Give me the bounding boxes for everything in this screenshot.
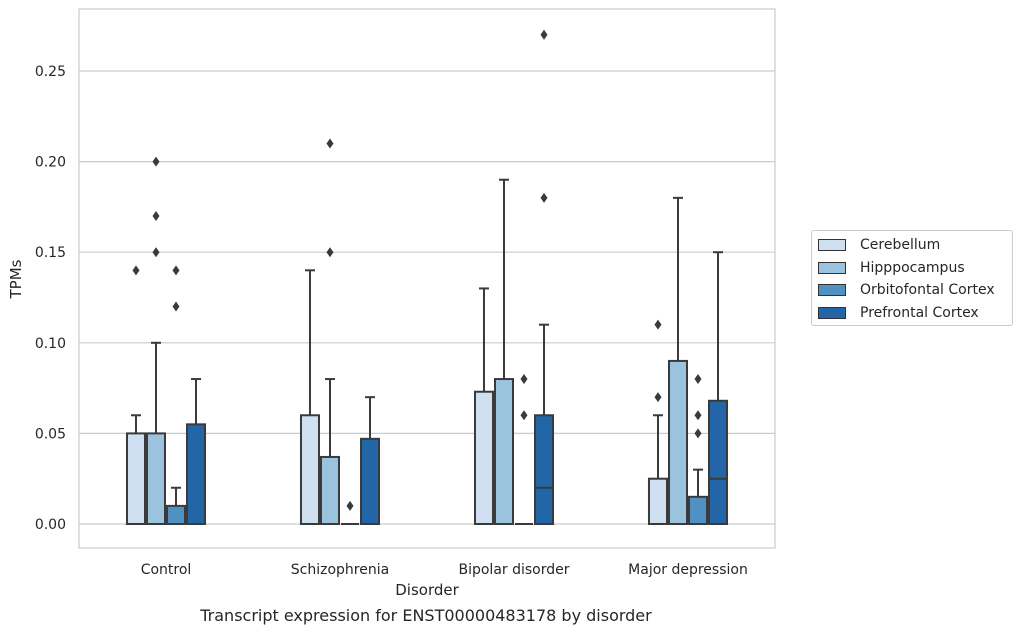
box xyxy=(360,437,381,525)
legend-item-prefrontal: Prefrontal Cortex xyxy=(818,304,979,322)
outlier-point xyxy=(346,500,354,511)
box xyxy=(299,414,320,525)
outlier-point xyxy=(172,265,180,276)
boxes xyxy=(125,29,729,526)
outlier-point xyxy=(172,301,180,312)
y-tick-label: 0.10 xyxy=(35,336,66,352)
box xyxy=(166,504,187,526)
legend-item-cerebellum: Cerebellum xyxy=(818,236,940,254)
legend-swatch-prefrontal xyxy=(818,307,846,319)
y-tick-label: 0.05 xyxy=(35,426,66,442)
box xyxy=(125,432,146,525)
box-3-3 xyxy=(708,251,729,525)
legend-item-hippocampus: Hipppocampus xyxy=(818,259,965,277)
outlier-point xyxy=(326,247,334,258)
box-2-0 xyxy=(166,265,187,526)
outlier-point xyxy=(540,192,548,203)
box-1-0 xyxy=(145,156,167,525)
box-0-2 xyxy=(473,287,494,525)
outlier-point xyxy=(694,374,702,385)
outlier-point xyxy=(520,374,528,385)
box xyxy=(319,455,340,525)
x-tick-labels: Control Schizophrenia Bipolar disorder Majo… xyxy=(141,562,748,578)
outlier-point xyxy=(152,247,160,258)
legend-label: Cerebellum xyxy=(860,237,941,253)
box-0-1 xyxy=(299,269,320,525)
x-axis-label: Disorder xyxy=(395,581,459,599)
box-2-3 xyxy=(688,374,709,526)
outlier-point xyxy=(132,265,140,276)
box xyxy=(708,399,729,525)
outlier-point xyxy=(654,392,662,403)
outlier-point xyxy=(540,29,548,40)
box xyxy=(647,477,668,526)
box xyxy=(493,378,514,526)
outlier-point xyxy=(694,428,702,439)
y-tick-label: 0.25 xyxy=(35,64,66,80)
y-tick-label: 0.00 xyxy=(35,517,66,533)
y-tick-labels: 0.00 0.05 0.10 0.15 0.20 0.25 xyxy=(35,64,66,533)
box-1-3 xyxy=(667,196,688,526)
outlier-point xyxy=(326,138,334,149)
box-1-2 xyxy=(493,178,514,526)
chart-title: Transcript expression for ENST0000048317… xyxy=(200,606,652,625)
outlier-point xyxy=(152,210,160,221)
outlier-point xyxy=(520,410,528,421)
outlier-point xyxy=(694,410,702,421)
box-2-2 xyxy=(515,374,534,525)
legend-swatch-hippocampus xyxy=(818,262,846,274)
box-3-0 xyxy=(186,378,207,525)
legend: Cerebellum Hipppocampus Orbitofontal Cor… xyxy=(811,230,1013,326)
box-1-1 xyxy=(319,138,340,525)
box xyxy=(473,390,494,525)
legend-label: Hipppocampus xyxy=(860,260,965,276)
box-3-2 xyxy=(534,29,555,525)
box-2-1 xyxy=(341,500,360,525)
box xyxy=(688,495,709,526)
y-axis-label: TPMs xyxy=(7,259,25,299)
x-tick-label: Major depression xyxy=(628,562,748,578)
box-0-3 xyxy=(647,319,668,526)
legend-swatch-cerebellum xyxy=(818,239,846,251)
box xyxy=(145,432,167,525)
box xyxy=(186,423,207,525)
box xyxy=(534,414,555,525)
y-tick-label: 0.15 xyxy=(35,245,66,261)
legend-label: Prefrontal Cortex xyxy=(860,305,979,321)
x-tick-label: Bipolar disorder xyxy=(458,562,569,578)
y-tick-label: 0.20 xyxy=(35,155,66,171)
box xyxy=(667,359,688,526)
x-tick-label: Control xyxy=(141,562,192,578)
box-3-1 xyxy=(360,396,381,525)
legend-item-orbitofrontal: Orbitofontal Cortex xyxy=(818,281,995,299)
box-0-0 xyxy=(125,265,146,525)
legend-label: Orbitofontal Cortex xyxy=(860,282,995,298)
outlier-point xyxy=(152,156,160,167)
x-tick-label: Schizophrenia xyxy=(291,562,389,578)
legend-swatch-orbitofrontal xyxy=(818,284,846,296)
outlier-point xyxy=(654,319,662,330)
